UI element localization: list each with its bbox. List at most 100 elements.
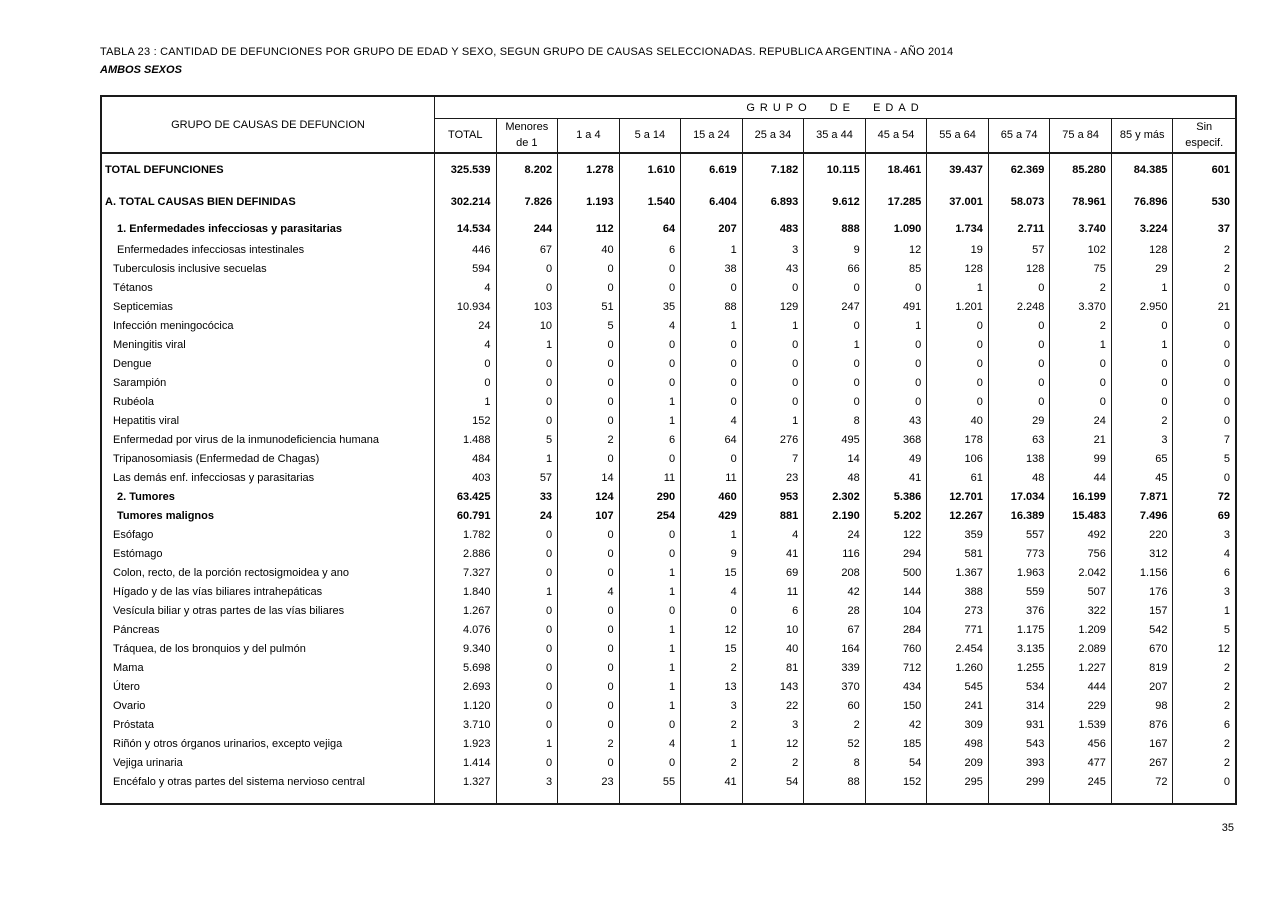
cell: 49 xyxy=(866,449,928,468)
cell: 1 xyxy=(743,411,805,430)
cell: 104 xyxy=(866,601,928,620)
cell: 178 xyxy=(927,430,989,449)
cell: 61 xyxy=(927,468,989,487)
cell: 164 xyxy=(804,639,866,658)
cell: 5.698 xyxy=(435,658,497,677)
cell: 10.934 xyxy=(435,297,497,316)
cell: 0 xyxy=(558,449,620,468)
cell: 2.089 xyxy=(1050,639,1112,658)
cell: 0 xyxy=(620,335,682,354)
cell: 0 xyxy=(1223,471,1230,484)
cell: 3 xyxy=(1112,430,1174,449)
cell: 0 xyxy=(620,449,682,468)
cell: 0 xyxy=(497,259,559,278)
cell: 0 xyxy=(1223,775,1230,788)
cell: 24 xyxy=(804,525,866,544)
cell: 14.534 xyxy=(435,218,497,240)
row-label: Hepatitis viral xyxy=(102,411,435,430)
cell: 2.950 xyxy=(1112,297,1174,316)
cell: 760 xyxy=(866,639,928,658)
cell: 1 xyxy=(1112,278,1174,297)
cell: 44 xyxy=(1050,468,1112,487)
cell: 492 xyxy=(1050,525,1112,544)
cell: 2.886 xyxy=(435,544,497,563)
cell: 0 xyxy=(1223,281,1230,294)
spacer-cell xyxy=(743,791,805,803)
cell: 247 xyxy=(804,297,866,316)
cell: 8.202 xyxy=(497,154,559,186)
cell: 0 xyxy=(1050,392,1112,411)
cell: 254 xyxy=(620,506,682,525)
cell: 15.483 xyxy=(1050,506,1112,525)
cell: 0 xyxy=(866,354,928,373)
cell: 0 xyxy=(804,354,866,373)
cell: 7.327 xyxy=(435,563,497,582)
row-label: Riñón y otros órganos urinarios, excepto… xyxy=(102,734,435,753)
cell: 23 xyxy=(558,772,620,791)
cell: 1 xyxy=(497,734,559,753)
cell: 4 xyxy=(681,411,743,430)
cell: 0 xyxy=(927,373,989,392)
cell: 3 xyxy=(681,696,743,715)
cell: 1.923 xyxy=(435,734,497,753)
cell: 88 xyxy=(681,297,743,316)
cell: 434 xyxy=(866,677,928,696)
cell: 0 xyxy=(743,278,805,297)
row-label: Encéfalo y otras partes del sistema nerv… xyxy=(102,772,435,791)
cell: 9.612 xyxy=(804,186,866,218)
cell: 52 xyxy=(804,734,866,753)
cell: 2 xyxy=(558,734,620,753)
cell: 116 xyxy=(804,544,866,563)
cell: 16.199 xyxy=(1050,487,1112,506)
cell: 9 xyxy=(804,240,866,259)
cell: 67 xyxy=(497,240,559,259)
cell: 1 xyxy=(1112,335,1174,354)
cell: 0 xyxy=(866,373,928,392)
cell: 1 xyxy=(620,639,682,658)
cell: 1 xyxy=(1223,604,1230,617)
cell: 1 xyxy=(620,563,682,582)
cell: 21 xyxy=(1217,300,1230,313)
cell: 241 xyxy=(927,696,989,715)
row-label: Tumores malignos xyxy=(102,506,435,525)
cell: 1 xyxy=(620,582,682,601)
cell: 325.539 xyxy=(435,154,497,186)
cell: 42 xyxy=(866,715,928,734)
cell: 0 xyxy=(927,316,989,335)
cell: 1 xyxy=(681,734,743,753)
cell: 4 xyxy=(435,278,497,297)
cell: 0 xyxy=(558,677,620,696)
cell: 0 xyxy=(866,278,928,297)
cell: 0 xyxy=(989,373,1051,392)
cell: 771 xyxy=(927,620,989,639)
cell: 0 xyxy=(497,639,559,658)
cell: 299 xyxy=(989,772,1051,791)
cell: 0 xyxy=(558,563,620,582)
cell: 1.782 xyxy=(435,525,497,544)
row-label: Útero xyxy=(102,677,435,696)
cell: 208 xyxy=(804,563,866,582)
cell: 0 xyxy=(989,278,1051,297)
cell: 495 xyxy=(804,430,866,449)
cell: 1 xyxy=(497,582,559,601)
cell: 0 xyxy=(435,354,497,373)
cell: 124 xyxy=(558,487,620,506)
row-label: 1. Enfermedades infecciosas y parasitari… xyxy=(102,218,435,240)
cell: 40 xyxy=(743,639,805,658)
cell: 33 xyxy=(497,487,559,506)
cell: 1 xyxy=(681,525,743,544)
cell: 2 xyxy=(1223,680,1230,693)
column-header: 1 a 4 xyxy=(558,119,620,154)
cell: 3.710 xyxy=(435,715,497,734)
cell: 2 xyxy=(681,658,743,677)
cell: 0 xyxy=(804,316,866,335)
row-label: Sarampión xyxy=(102,373,435,392)
cell: 0 xyxy=(743,335,805,354)
cell: 3 xyxy=(1223,585,1230,598)
cell: 601 xyxy=(1211,164,1230,176)
cell: 229 xyxy=(1050,696,1112,715)
spacer-cell xyxy=(620,791,682,803)
cell: 1.327 xyxy=(435,772,497,791)
cell: 157 xyxy=(1112,601,1174,620)
cell: 1 xyxy=(620,658,682,677)
